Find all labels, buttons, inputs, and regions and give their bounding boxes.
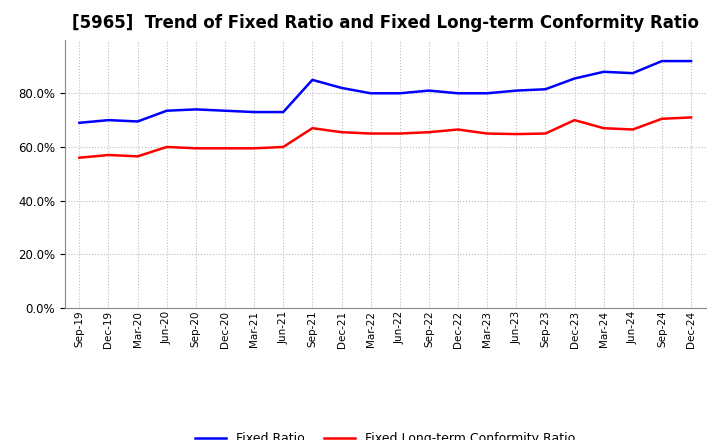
Title: [5965]  Trend of Fixed Ratio and Fixed Long-term Conformity Ratio: [5965] Trend of Fixed Ratio and Fixed Lo… bbox=[72, 15, 698, 33]
Fixed Ratio bbox=[425, 88, 433, 93]
Fixed Ratio bbox=[250, 110, 258, 115]
Fixed Ratio bbox=[687, 59, 696, 64]
Fixed Long-term Conformity Ratio bbox=[629, 127, 637, 132]
Fixed Ratio bbox=[308, 77, 317, 82]
Fixed Ratio bbox=[512, 88, 521, 93]
Fixed Ratio bbox=[279, 110, 287, 115]
Fixed Long-term Conformity Ratio bbox=[570, 117, 579, 123]
Fixed Long-term Conformity Ratio bbox=[192, 146, 200, 151]
Fixed Long-term Conformity Ratio bbox=[250, 146, 258, 151]
Fixed Ratio bbox=[395, 91, 404, 96]
Fixed Ratio bbox=[75, 120, 84, 125]
Fixed Ratio bbox=[337, 85, 346, 91]
Fixed Long-term Conformity Ratio bbox=[395, 131, 404, 136]
Fixed Ratio bbox=[657, 59, 666, 64]
Fixed Long-term Conformity Ratio bbox=[425, 129, 433, 135]
Fixed Ratio bbox=[366, 91, 375, 96]
Fixed Ratio bbox=[541, 87, 550, 92]
Line: Fixed Ratio: Fixed Ratio bbox=[79, 61, 691, 123]
Fixed Long-term Conformity Ratio bbox=[220, 146, 229, 151]
Fixed Long-term Conformity Ratio bbox=[541, 131, 550, 136]
Fixed Long-term Conformity Ratio bbox=[483, 131, 492, 136]
Fixed Ratio bbox=[483, 91, 492, 96]
Fixed Ratio bbox=[570, 76, 579, 81]
Fixed Long-term Conformity Ratio bbox=[308, 125, 317, 131]
Fixed Long-term Conformity Ratio bbox=[133, 154, 142, 159]
Fixed Long-term Conformity Ratio bbox=[687, 115, 696, 120]
Fixed Long-term Conformity Ratio bbox=[366, 131, 375, 136]
Fixed Ratio bbox=[133, 119, 142, 124]
Legend: Fixed Ratio, Fixed Long-term Conformity Ratio: Fixed Ratio, Fixed Long-term Conformity … bbox=[190, 427, 580, 440]
Fixed Ratio bbox=[192, 107, 200, 112]
Fixed Long-term Conformity Ratio bbox=[657, 116, 666, 121]
Fixed Ratio bbox=[163, 108, 171, 114]
Fixed Long-term Conformity Ratio bbox=[512, 132, 521, 137]
Fixed Ratio bbox=[220, 108, 229, 114]
Fixed Long-term Conformity Ratio bbox=[163, 144, 171, 150]
Fixed Ratio bbox=[454, 91, 462, 96]
Line: Fixed Long-term Conformity Ratio: Fixed Long-term Conformity Ratio bbox=[79, 117, 691, 158]
Fixed Long-term Conformity Ratio bbox=[454, 127, 462, 132]
Fixed Long-term Conformity Ratio bbox=[104, 152, 113, 158]
Fixed Ratio bbox=[104, 117, 113, 123]
Fixed Long-term Conformity Ratio bbox=[599, 125, 608, 131]
Fixed Long-term Conformity Ratio bbox=[75, 155, 84, 160]
Fixed Long-term Conformity Ratio bbox=[337, 129, 346, 135]
Fixed Ratio bbox=[599, 69, 608, 74]
Fixed Long-term Conformity Ratio bbox=[279, 144, 287, 150]
Fixed Ratio bbox=[629, 70, 637, 76]
